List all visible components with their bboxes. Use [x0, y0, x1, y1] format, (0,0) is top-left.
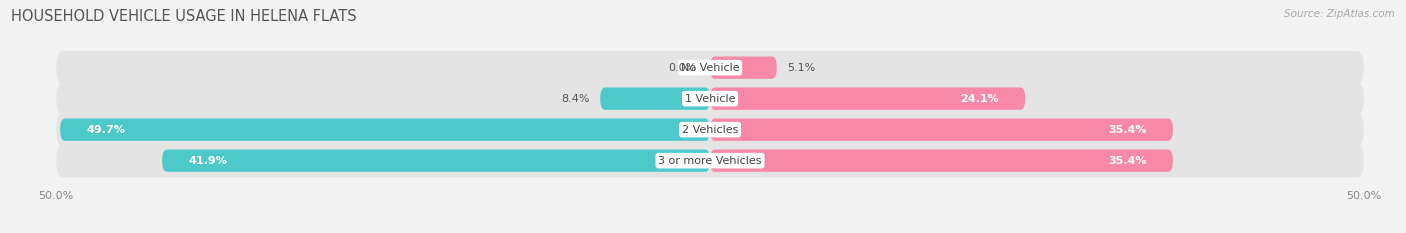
Text: HOUSEHOLD VEHICLE USAGE IN HELENA FLATS: HOUSEHOLD VEHICLE USAGE IN HELENA FLATS: [11, 9, 357, 24]
Text: Source: ZipAtlas.com: Source: ZipAtlas.com: [1284, 9, 1395, 19]
FancyBboxPatch shape: [56, 51, 1364, 84]
Text: 41.9%: 41.9%: [188, 156, 228, 166]
FancyBboxPatch shape: [600, 88, 710, 110]
FancyBboxPatch shape: [56, 144, 1364, 177]
FancyBboxPatch shape: [162, 150, 710, 172]
Text: 35.4%: 35.4%: [1108, 125, 1147, 135]
Text: 8.4%: 8.4%: [561, 94, 589, 104]
Text: 5.1%: 5.1%: [787, 63, 815, 73]
Text: 24.1%: 24.1%: [960, 94, 1000, 104]
FancyBboxPatch shape: [56, 113, 1364, 146]
Text: 49.7%: 49.7%: [86, 125, 125, 135]
Text: 1 Vehicle: 1 Vehicle: [685, 94, 735, 104]
FancyBboxPatch shape: [56, 82, 1364, 115]
Text: 0.0%: 0.0%: [669, 63, 697, 73]
Text: 3 or more Vehicles: 3 or more Vehicles: [658, 156, 762, 166]
Text: 2 Vehicles: 2 Vehicles: [682, 125, 738, 135]
FancyBboxPatch shape: [60, 119, 710, 141]
Text: 35.4%: 35.4%: [1108, 156, 1147, 166]
FancyBboxPatch shape: [710, 57, 776, 79]
FancyBboxPatch shape: [710, 150, 1173, 172]
Text: No Vehicle: No Vehicle: [681, 63, 740, 73]
FancyBboxPatch shape: [710, 119, 1173, 141]
FancyBboxPatch shape: [710, 88, 1025, 110]
